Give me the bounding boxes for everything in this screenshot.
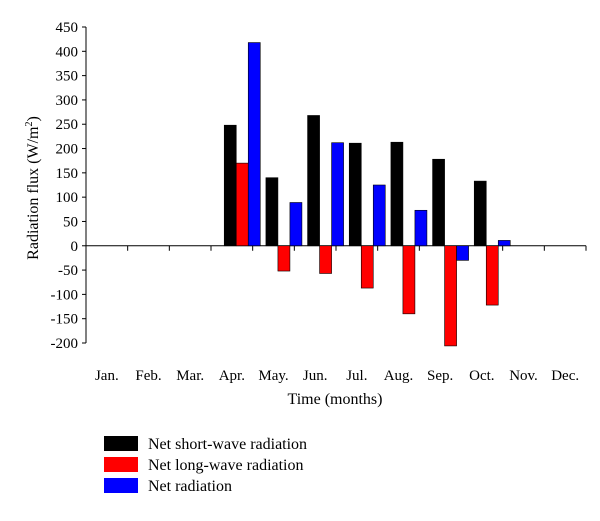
y-tick-label: 400 (56, 44, 79, 60)
bar-net-radiation (289, 202, 303, 247)
y-tick-label: 50 (63, 214, 78, 230)
x-tick-label: Feb. (135, 368, 161, 384)
x-tick-label: Mar. (176, 368, 204, 384)
y-tick-label: -150 (51, 312, 79, 328)
y-tick-label: 200 (56, 142, 79, 158)
y-tick-label: 150 (56, 166, 79, 182)
y-tick-label: -50 (58, 263, 78, 279)
bar-net-long-wave-radiation (319, 245, 332, 274)
legend: Net short-wave radiation Net long-wave ra… (104, 436, 307, 495)
bar-net-long-wave-radiation (444, 245, 457, 347)
bar-net-radiation (456, 245, 469, 261)
x-tick-label: Dec. (551, 368, 579, 384)
bar-net-long-wave-radiation (360, 245, 374, 289)
bar-net-short-wave-radiation (390, 141, 404, 247)
x-tick-label: Aug. (384, 368, 414, 384)
y-axis-title-close: ) (25, 116, 42, 121)
bar-net-long-wave-radiation (485, 245, 499, 306)
bar-net-radiation (372, 184, 386, 247)
bar-net-radiation (414, 209, 428, 247)
bar-net-short-wave-radiation (473, 180, 487, 247)
bars (223, 42, 511, 347)
bar-net-radiation (247, 42, 261, 247)
bar-net-long-wave-radiation (235, 162, 249, 247)
y-tick-label: 250 (56, 117, 79, 133)
y-axis: 450 400 350 300 250 200 150 100 50 0 -50 -100 -150 -2… (51, 20, 87, 352)
bar-net-long-wave-radiation (402, 245, 416, 315)
x-tick-label: Apr. (219, 368, 245, 384)
x-tick-label: Jul. (346, 368, 367, 384)
x-tick-label: Nov. (509, 368, 538, 384)
y-tick-label: -100 (51, 287, 79, 303)
x-axis: Jan. Feb. Mar. Apr. May. Jun. Jul. Aug. Sep. Oct.… (86, 245, 587, 384)
legend-swatch (104, 478, 138, 493)
x-tick-label: Sep. (427, 368, 453, 384)
y-axis-title: Radiation flux (W/m2) (24, 116, 42, 260)
bar-net-short-wave-radiation (348, 142, 362, 247)
y-axis-title-superscript: 2 (24, 122, 35, 127)
y-tick-label: 100 (56, 190, 79, 206)
x-tick-label: Oct. (469, 368, 494, 384)
y-tick-label: 300 (56, 93, 79, 109)
x-tick-label: May. (258, 368, 288, 384)
bar-net-short-wave-radiation (265, 177, 279, 247)
y-tick-label: 0 (71, 239, 79, 255)
x-axis-title: Time (months) (288, 391, 383, 408)
legend-swatch (104, 457, 138, 472)
y-tick-label: 450 (56, 20, 79, 36)
bar-net-long-wave-radiation (277, 245, 291, 272)
bar-net-short-wave-radiation (432, 158, 445, 247)
x-tick-label: Jun. (303, 368, 328, 384)
y-axis-title-main: Radiation flux (W/m (25, 126, 42, 260)
legend-swatch (104, 436, 138, 451)
bar-net-short-wave-radiation (307, 115, 320, 247)
bar-net-radiation (331, 142, 344, 247)
legend-label: Net short-wave radiation (148, 436, 307, 453)
legend-label: Net long-wave radiation (148, 457, 304, 474)
y-tick-label: -200 (51, 336, 79, 352)
x-tick-label: Jan. (95, 368, 119, 384)
y-tick-label: 350 (56, 69, 79, 85)
legend-label: Net radiation (148, 478, 232, 495)
bar-net-short-wave-radiation (223, 124, 237, 247)
bar-net-radiation (497, 240, 511, 247)
